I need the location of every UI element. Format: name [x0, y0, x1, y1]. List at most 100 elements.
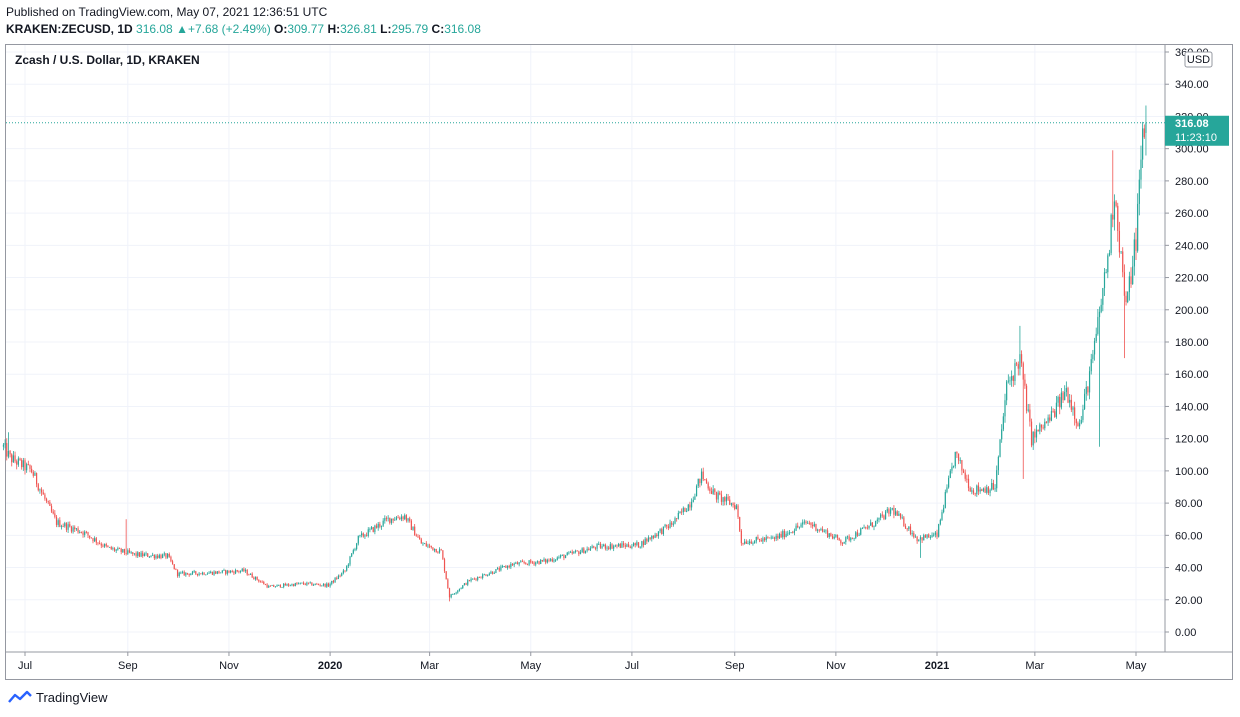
candle-body [500, 566, 502, 571]
candle-body [659, 529, 661, 532]
candle-body [627, 544, 630, 547]
candle-body [626, 544, 628, 547]
candle-body [855, 532, 857, 539]
candle-body [654, 534, 656, 538]
candle-body [236, 570, 238, 572]
candle-body [102, 545, 104, 547]
candle-body [1060, 392, 1062, 408]
candle-body [458, 588, 461, 591]
candle-body [1087, 386, 1089, 393]
footer-brand: TradingView [36, 689, 108, 705]
candle-body [618, 543, 620, 546]
candle-body [26, 464, 28, 471]
candle-body [1065, 388, 1067, 392]
candle-body [210, 571, 212, 573]
candle-body [576, 550, 578, 552]
candle-body [770, 537, 772, 539]
candle-body [316, 583, 318, 585]
candle-body [9, 451, 11, 455]
candle-body [430, 545, 432, 548]
candle-body [795, 525, 797, 531]
candle-body [148, 556, 150, 558]
candle-body [1103, 272, 1106, 289]
candle-body [1133, 239, 1135, 267]
candle-body [694, 496, 696, 500]
candle-body [581, 548, 583, 552]
candle-body [1062, 392, 1064, 401]
candle-body [1032, 431, 1034, 446]
candle-body [634, 543, 636, 545]
candle-body [437, 552, 439, 554]
candle-body [840, 540, 842, 544]
candle-body [155, 555, 157, 559]
candle-body [906, 528, 908, 530]
candle-body [1122, 251, 1124, 273]
candle-body [150, 555, 152, 557]
candle-body [420, 539, 422, 544]
candle-body [686, 511, 688, 512]
candle-body [462, 585, 464, 589]
candle-body [354, 549, 356, 551]
candle-body [785, 533, 787, 538]
candle-body [782, 531, 784, 538]
candle-body [162, 554, 164, 559]
candle-body [122, 549, 124, 553]
candle-body [1016, 363, 1018, 365]
candle-body [273, 585, 275, 587]
candle-body [818, 529, 820, 531]
candle-body [142, 552, 144, 557]
candle-body [369, 529, 371, 530]
candle-body [173, 564, 175, 570]
candle-body [205, 574, 207, 576]
last-price-tag [1165, 115, 1229, 146]
candle-body [337, 575, 340, 579]
candle-body [112, 548, 114, 550]
candle-body [11, 454, 13, 463]
x-tick-label: Sep [118, 660, 138, 672]
candle-body [787, 533, 789, 535]
candle-body [442, 550, 444, 560]
x-tick-label: Mar [420, 660, 439, 672]
candle-body [419, 537, 421, 540]
candle-body [19, 458, 21, 461]
candle-body [445, 571, 447, 580]
candle-body [286, 584, 288, 586]
candle-body [375, 525, 378, 528]
candle-body [103, 544, 106, 547]
candle-body [306, 582, 308, 585]
candle-body [201, 572, 204, 575]
candle-body [545, 559, 547, 563]
candle-body [754, 541, 756, 544]
close-label: C: [431, 22, 445, 36]
candle-body [1054, 411, 1056, 417]
candle-body [157, 555, 159, 558]
ohlc-legend: KRAKEN:ZECUSD, 1D 316.08 ▲+7.68 (+2.49%)… [6, 22, 481, 36]
candle-body [593, 546, 595, 548]
candle-body [1102, 288, 1104, 305]
candle-body [470, 578, 472, 582]
candle-body [742, 543, 744, 544]
candle-body [230, 570, 232, 573]
candle-body [244, 570, 247, 572]
candle-body [284, 583, 286, 586]
candle-body [845, 537, 847, 542]
candle-body [158, 555, 160, 558]
candle-body [931, 535, 933, 538]
candle-body [586, 548, 588, 551]
candle-body [54, 513, 56, 517]
footer[interactable]: TradingView [8, 689, 108, 705]
candle-body [773, 537, 776, 539]
candle-body [60, 526, 63, 528]
candle-body [691, 501, 693, 508]
candle-body [452, 594, 454, 595]
candle-body [695, 485, 698, 497]
candle-body [186, 572, 189, 574]
candle-body [1007, 380, 1009, 382]
candle-body [525, 563, 527, 564]
candle-body [495, 568, 497, 574]
candle-body [830, 533, 832, 537]
candle-body [382, 520, 384, 526]
candle-body [293, 584, 295, 587]
candle-body [952, 466, 955, 467]
